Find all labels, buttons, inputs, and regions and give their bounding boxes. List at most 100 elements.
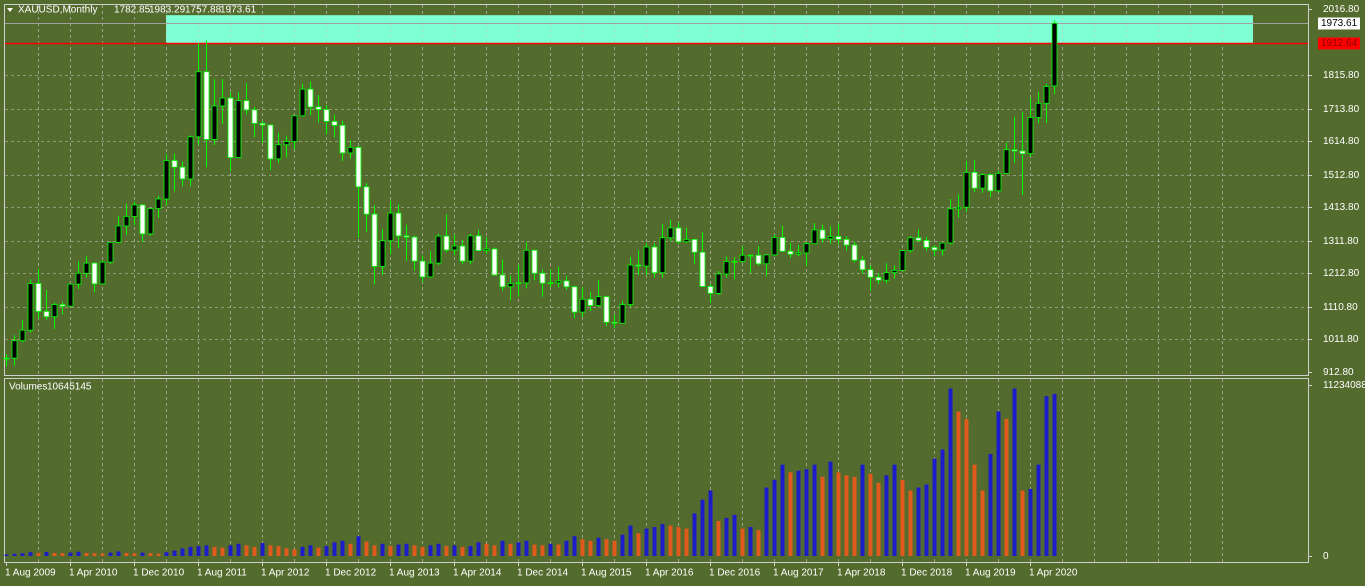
volume-bar — [1052, 393, 1057, 556]
candle-body — [811, 229, 818, 245]
candle-body — [219, 97, 226, 107]
volume-bar — [556, 544, 561, 556]
volume-bar — [524, 540, 529, 556]
candle-body — [843, 239, 850, 246]
volume-bar — [988, 454, 993, 556]
volume-bar — [276, 546, 281, 556]
x-tick-label: 1 Apr 2010 — [69, 568, 118, 579]
volume-bar — [668, 525, 673, 556]
volume-bar — [420, 546, 425, 556]
volume-bar — [564, 540, 569, 556]
candle-body — [963, 171, 970, 208]
candle-body — [323, 109, 330, 122]
volume-bar — [132, 553, 137, 556]
volume-bar — [548, 543, 553, 556]
volume-title: Volumes — [9, 382, 47, 393]
candle-body — [683, 239, 690, 243]
candle-body — [227, 97, 234, 158]
candle-body — [875, 276, 882, 281]
menu-arrow[interactable] — [7, 8, 13, 12]
volume-bar — [308, 545, 313, 556]
volume-bar — [180, 548, 185, 556]
y-tick-label: 1614.80 — [1323, 136, 1360, 147]
hline-label: 1912.64 — [1321, 38, 1358, 49]
volume-bar — [428, 545, 433, 556]
candle-body — [899, 250, 906, 271]
candle-body — [891, 269, 898, 274]
volume-bar — [476, 542, 481, 556]
hline-label-box — [1318, 37, 1360, 50]
volume-bar — [796, 470, 801, 556]
candle-body — [707, 286, 714, 294]
volume-tick-label: 0 — [1323, 551, 1329, 562]
close-value: 1973.61 — [220, 5, 257, 16]
candle-body — [299, 88, 306, 117]
candle-body — [939, 242, 946, 251]
x-tick-label: 1 Apr 2020 — [1029, 568, 1078, 579]
candle-body — [347, 146, 354, 154]
volume-bar — [660, 524, 665, 556]
candle-body — [467, 235, 474, 262]
symbol: XAUUSD,Monthly — [18, 5, 97, 16]
volume-bar — [604, 539, 609, 556]
x-tick-label: 1 Aug 2009 — [5, 568, 56, 579]
volume-bar — [492, 545, 497, 556]
candle-body — [787, 250, 794, 255]
candle-body — [395, 212, 402, 237]
candle-body — [203, 71, 210, 140]
x-tick-label: 1 Aug 2019 — [965, 568, 1016, 579]
volume-bar — [124, 552, 129, 556]
candle-body — [659, 237, 666, 274]
volume-bar — [964, 419, 969, 556]
volume-bar — [788, 472, 793, 556]
volume-bar — [44, 552, 49, 556]
y-tick-label: 2016.80 — [1323, 4, 1360, 15]
candle-body — [99, 261, 106, 285]
volume-bar — [36, 552, 41, 556]
volume-bar — [468, 546, 473, 556]
candle-body — [291, 115, 298, 142]
volume-bar — [876, 482, 881, 556]
volume-bar — [916, 487, 921, 556]
volume-bar — [396, 544, 401, 556]
price-pane — [4, 4, 1309, 376]
candle-body — [115, 225, 122, 243]
volume-bar — [956, 411, 961, 556]
candle-body — [19, 329, 26, 342]
volume-bar — [572, 536, 577, 556]
candle-body — [667, 227, 674, 239]
volume-bar — [636, 533, 641, 556]
volume-bar — [540, 545, 545, 556]
volume-bar — [820, 476, 825, 556]
candle-body — [635, 264, 642, 267]
candle-body — [307, 88, 314, 108]
volume-bar — [332, 542, 337, 556]
candle-body — [611, 321, 618, 324]
candle-body — [643, 246, 650, 267]
candle-body — [827, 236, 834, 240]
volume-bar — [596, 537, 601, 556]
volume-bar — [900, 479, 905, 556]
volume-bar — [804, 469, 809, 556]
volume-bar — [380, 543, 385, 556]
y-tick-label: 1713.80 — [1323, 104, 1360, 115]
x-tick-label: 1 Apr 2012 — [261, 568, 310, 579]
candle-body — [315, 106, 322, 110]
volume-bar — [244, 545, 249, 556]
candle-body — [723, 261, 730, 275]
high-value: 1983.29 — [149, 5, 186, 16]
volume-bar — [452, 545, 457, 556]
volume-bar — [108, 552, 113, 556]
candle-body — [915, 237, 922, 241]
candle-body — [947, 208, 954, 244]
candle-body — [1043, 86, 1050, 104]
volume-bar — [444, 546, 449, 556]
candle-body — [339, 124, 346, 154]
volume-bar — [412, 545, 417, 556]
candle-body — [35, 283, 42, 312]
y-tick-label: 1311.80 — [1323, 236, 1359, 247]
volume-bar — [532, 544, 537, 556]
volume-bar — [316, 547, 321, 556]
candle-body — [931, 246, 938, 251]
